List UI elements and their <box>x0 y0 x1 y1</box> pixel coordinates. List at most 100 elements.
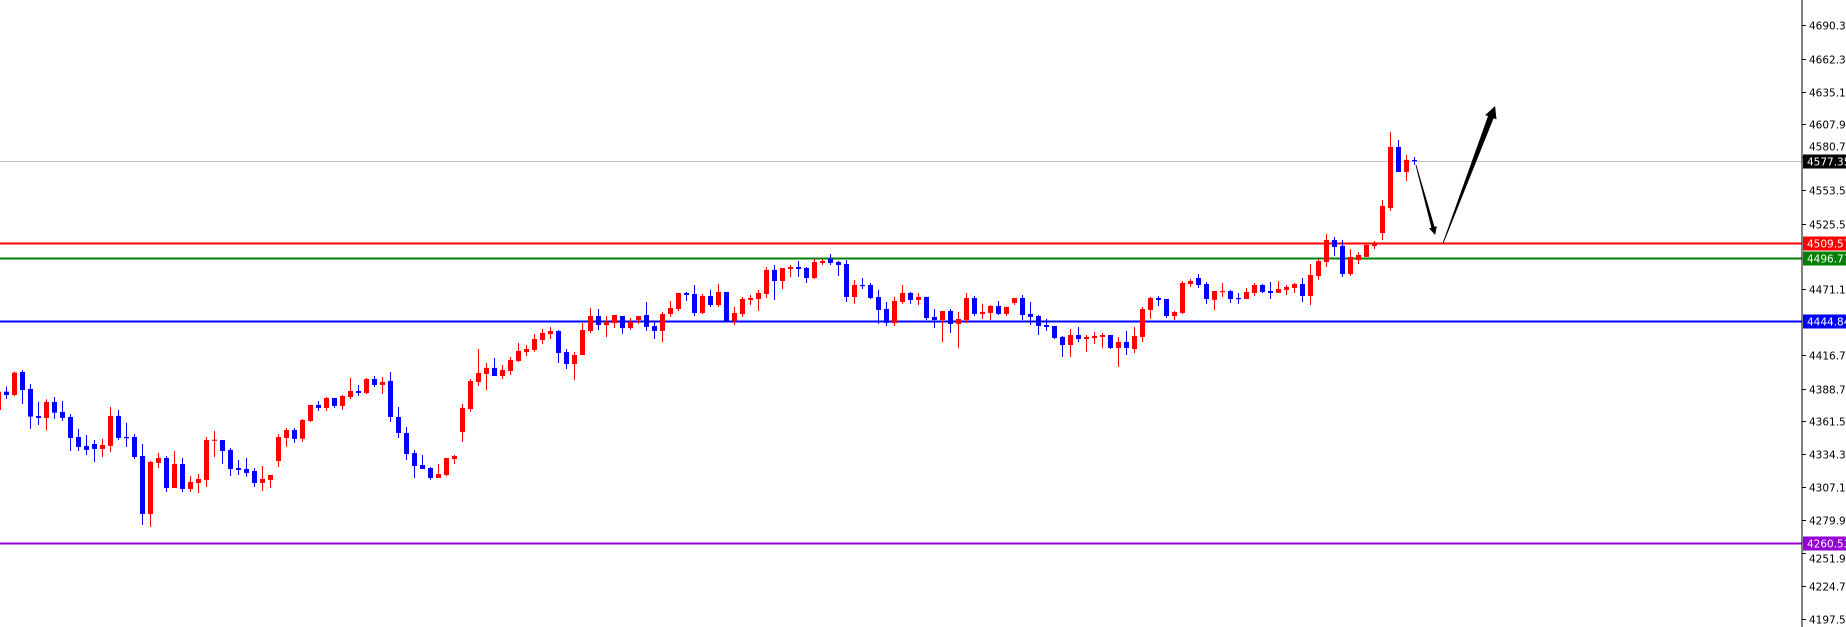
candle <box>1148 296 1153 319</box>
candle-body <box>524 349 529 353</box>
candle <box>220 440 225 465</box>
candle <box>1068 328 1073 357</box>
candle-body <box>820 260 825 263</box>
candle-body <box>196 478 201 483</box>
tick-label: 4416.70 <box>1809 351 1846 363</box>
candle <box>212 430 217 458</box>
candle <box>1044 318 1049 331</box>
candle-body <box>1372 242 1377 246</box>
candle-body <box>0 391 1 411</box>
candle-body <box>292 430 297 439</box>
candle <box>700 294 705 315</box>
candle-body <box>356 390 361 394</box>
candle <box>236 459 241 475</box>
candle <box>284 427 289 448</box>
candle-body <box>68 416 73 438</box>
candle <box>828 254 833 265</box>
candle <box>428 467 433 480</box>
candle-body <box>1220 291 1225 293</box>
candle-body <box>132 437 137 458</box>
candle-body <box>124 437 129 439</box>
tick-label: 4471.10 <box>1809 285 1846 297</box>
candle <box>460 403 465 442</box>
candle-body <box>4 391 9 395</box>
candle-body <box>348 390 353 397</box>
candle-body <box>180 464 185 489</box>
candle <box>852 279 857 304</box>
candle <box>1060 335 1065 357</box>
candle-body <box>388 380 393 417</box>
candle-body <box>1180 282 1185 313</box>
candle-body <box>860 284 865 287</box>
candle <box>1156 295 1161 306</box>
candle-body <box>220 440 225 451</box>
tick-label: 4224.70 <box>1809 582 1846 594</box>
candle-body <box>1212 291 1217 300</box>
candle <box>204 437 209 487</box>
candle-body <box>60 411 65 418</box>
candle-body <box>1068 335 1073 346</box>
candle-body <box>940 311 945 320</box>
candle <box>684 291 689 302</box>
candle-body <box>1356 254 1361 260</box>
candle <box>436 464 441 478</box>
candle <box>268 474 273 489</box>
arrow-annotation[interactable] <box>1415 164 1437 235</box>
price-label-box <box>1803 314 1846 329</box>
candle-body <box>204 440 209 480</box>
price-label-box <box>1803 236 1846 251</box>
candle <box>612 315 617 329</box>
candle-body <box>404 433 409 455</box>
candle <box>1124 330 1129 356</box>
candle <box>52 396 57 419</box>
annotations <box>1415 106 1497 244</box>
tick-label: 4635.10 <box>1809 88 1846 100</box>
candle <box>596 308 601 330</box>
tick-label: 4388.70 <box>1809 385 1846 397</box>
candle <box>1348 248 1353 276</box>
candle-body <box>1276 288 1281 293</box>
candle <box>1188 278 1193 287</box>
tick-label: 4251.90 <box>1809 554 1846 566</box>
candle <box>556 329 561 363</box>
candle <box>756 289 761 312</box>
candle <box>1004 306 1009 316</box>
candle-body <box>1284 286 1289 290</box>
candle <box>124 422 129 448</box>
candle <box>1164 298 1169 319</box>
candle <box>1316 258 1321 280</box>
candle <box>860 277 865 289</box>
candle <box>468 379 473 412</box>
candle-body <box>316 404 321 408</box>
candle <box>244 457 249 477</box>
tick-label: 4279.90 <box>1809 516 1846 528</box>
candle-body <box>100 444 105 449</box>
candle-body <box>804 267 809 278</box>
candle <box>164 455 169 492</box>
candle-body <box>1268 291 1273 293</box>
candle-body <box>396 416 401 434</box>
candle-body <box>1324 239 1329 262</box>
candle-body <box>1196 277 1201 285</box>
candle-body <box>12 372 17 395</box>
candle-body <box>324 397 329 408</box>
candle-body <box>1340 245 1345 275</box>
candle-body <box>684 292 689 295</box>
candle <box>668 301 673 317</box>
candle-body <box>620 315 625 329</box>
candle-body <box>1396 146 1401 172</box>
arrow-annotation[interactable] <box>1442 106 1497 244</box>
candle-body <box>964 298 969 320</box>
candle <box>84 434 89 455</box>
candle <box>1324 233 1329 268</box>
candle-body <box>460 407 465 433</box>
candle <box>1380 199 1385 241</box>
candle-body <box>116 415 121 438</box>
candle-body <box>916 296 921 300</box>
price-label: 4260.53 <box>1807 539 1846 551</box>
candle-body <box>236 467 241 470</box>
candle <box>1028 301 1033 326</box>
candle-body <box>812 261 817 278</box>
candle <box>1092 332 1097 344</box>
candle <box>1228 289 1233 303</box>
